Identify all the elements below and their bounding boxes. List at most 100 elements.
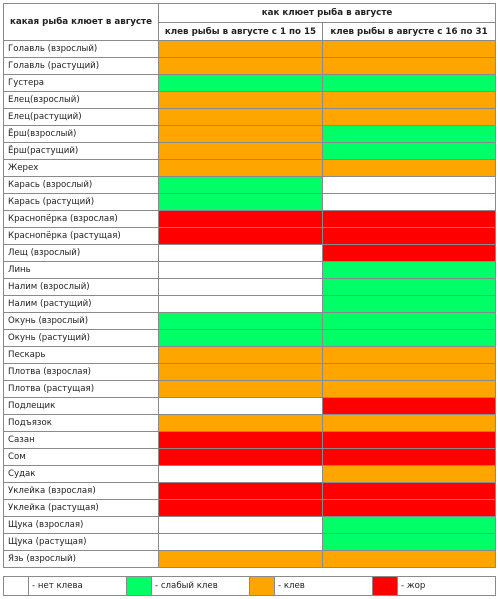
- fish-name: Ёрш(взрослый): [3, 125, 159, 143]
- fish-name: Голавль (растущий): [3, 57, 159, 75]
- table-row: Голавль (растущий): [3, 57, 496, 75]
- table-row: Карась (растущий): [3, 193, 496, 211]
- table-row: Налим (растущий): [3, 295, 496, 313]
- period2-cell: [322, 448, 496, 466]
- fish-name: Налим (взрослый): [3, 278, 159, 296]
- period2-cell: [322, 329, 496, 347]
- period2-cell: [322, 244, 496, 262]
- period2-cell: [322, 482, 496, 500]
- table-row: Окунь (взрослый): [3, 312, 496, 330]
- period2-cell: [322, 125, 496, 143]
- period2-cell: [322, 210, 496, 228]
- period2-cell: [322, 159, 496, 177]
- period1-cell: [158, 550, 323, 568]
- table-row: Щука (растущая): [3, 533, 496, 551]
- period1-cell: [158, 397, 323, 415]
- fish-name: Елец(растущий): [3, 108, 159, 126]
- period2-cell: [322, 91, 496, 109]
- fish-name: Щука (взрослая): [3, 516, 159, 534]
- period1-cell: [158, 312, 323, 330]
- fish-name: Подъязок: [3, 414, 159, 432]
- period2-cell: [322, 57, 496, 75]
- bite-table: какая рыба клюет в августе как клюет рыб…: [3, 3, 496, 568]
- period1-cell: [158, 261, 323, 279]
- period2-cell: [322, 142, 496, 160]
- table-row: Ёрш(взрослый): [3, 125, 496, 143]
- table-row: Плотва (взрослая): [3, 363, 496, 381]
- fish-name: Плотва (растущая): [3, 380, 159, 398]
- fish-name: Налим (растущий): [3, 295, 159, 313]
- table-row: Краснопёрка (растущая): [3, 227, 496, 245]
- period2-cell: [322, 74, 496, 92]
- fish-name: Ёрш(растущий): [3, 142, 159, 160]
- table-row: Уклейка (взрослая): [3, 482, 496, 500]
- fish-name: Жерех: [3, 159, 159, 177]
- period2-cell: [322, 499, 496, 517]
- period2-cell: [322, 176, 496, 194]
- period1-cell: [158, 329, 323, 347]
- period1-cell: [158, 40, 323, 58]
- table-row: Елец(растущий): [3, 108, 496, 126]
- bite-table-body: Голавль (взрослый) Голавль (растущий) Густ…: [3, 40, 496, 568]
- period2-cell: [322, 227, 496, 245]
- table-row: Линь: [3, 261, 496, 279]
- period2-cell: [322, 397, 496, 415]
- table-row: Краснопёрка (взрослая): [3, 210, 496, 228]
- fish-name: Сазан: [3, 431, 159, 449]
- fish-name: Елец(взрослый): [3, 91, 159, 109]
- period2-cell: [322, 295, 496, 313]
- fish-name: Подлещик: [3, 397, 159, 415]
- period-group-header: как клюет рыба в августе: [158, 3, 496, 23]
- period1-cell: [158, 533, 323, 551]
- table-row: Пескарь: [3, 346, 496, 364]
- period1-cell: [158, 363, 323, 381]
- legend: - нет клева - слабый клев - клев - жор: [3, 576, 496, 596]
- period1-cell: [158, 346, 323, 364]
- period2-cell: [322, 40, 496, 58]
- fish-name: Щука (растущая): [3, 533, 159, 551]
- table-row: Налим (взрослый): [3, 278, 496, 296]
- period1-cell: [158, 380, 323, 398]
- fish-name: Судак: [3, 465, 159, 483]
- period1-cell: [158, 448, 323, 466]
- period1-cell: [158, 465, 323, 483]
- legend-swatch-weak: [126, 576, 152, 596]
- legend-swatch-feed: [372, 576, 398, 596]
- period1-cell: [158, 159, 323, 177]
- period1-cell: [158, 431, 323, 449]
- period1-cell: [158, 210, 323, 228]
- table-row: Подъязок: [3, 414, 496, 432]
- period2-header: клев рыбы в августе с 16 по 31: [322, 22, 496, 41]
- period2-cell: [322, 346, 496, 364]
- period2-cell: [322, 261, 496, 279]
- table-row: Голавль (взрослый): [3, 40, 496, 58]
- period1-cell: [158, 499, 323, 517]
- period2-cell: [322, 431, 496, 449]
- period2-cell: [322, 550, 496, 568]
- fish-name: Язь (взрослый): [3, 550, 159, 568]
- period2-cell: [322, 380, 496, 398]
- period1-cell: [158, 57, 323, 75]
- period1-cell: [158, 295, 323, 313]
- period1-cell: [158, 244, 323, 262]
- legend-label-none: - нет клева: [28, 576, 127, 596]
- period2-cell: [322, 465, 496, 483]
- fish-name: Голавль (взрослый): [3, 40, 159, 58]
- table-row: Окунь (растущий): [3, 329, 496, 347]
- period2-cell: [322, 414, 496, 432]
- period1-cell: [158, 193, 323, 211]
- table-row: Карась (взрослый): [3, 176, 496, 194]
- table-row: Лещ (взрослый): [3, 244, 496, 262]
- fish-name: Густера: [3, 74, 159, 92]
- fish-name: Краснопёрка (взрослая): [3, 210, 159, 228]
- legend-swatch-none: [3, 576, 29, 596]
- fish-name: Краснопёрка (растущая): [3, 227, 159, 245]
- fish-name: Уклейка (растущая): [3, 499, 159, 517]
- period2-cell: [322, 108, 496, 126]
- period2-cell: [322, 363, 496, 381]
- table-row: Подлещик: [3, 397, 496, 415]
- period1-cell: [158, 278, 323, 296]
- table-row: Уклейка (растущая): [3, 499, 496, 517]
- fish-name: Плотва (взрослая): [3, 363, 159, 381]
- table-row: Ёрш(растущий): [3, 142, 496, 160]
